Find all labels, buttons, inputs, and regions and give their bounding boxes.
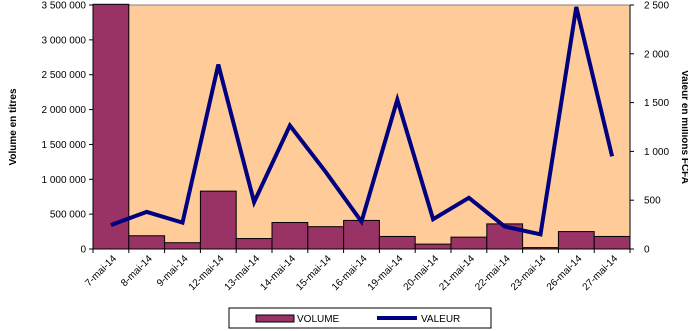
- x-tick-label: 26-mai-14: [545, 253, 585, 293]
- left-tick-label: 2 500 000: [42, 70, 87, 81]
- x-tick-label: 22-mai-14: [473, 253, 513, 293]
- plot-area: [92, 4, 631, 250]
- volume-bar: [128, 235, 166, 250]
- right-tick-label: 2 500: [644, 1, 669, 12]
- volume-bar: [414, 243, 452, 250]
- x-tick-label: 12-mai-14: [187, 253, 227, 293]
- volume-bars: [92, 3, 631, 250]
- left-tick-label: 3 000 000: [42, 35, 87, 46]
- left-tick-label: 1 500 000: [42, 140, 87, 151]
- x-tick-label: 16-mai-14: [330, 253, 370, 293]
- volume-bar: [557, 231, 595, 250]
- right-tick-label: 500: [644, 196, 661, 207]
- left-tick-label: 0: [80, 245, 86, 256]
- legend-volume-swatch: [255, 314, 295, 323]
- left-tick-label: 2 000 000: [42, 105, 87, 116]
- x-tick-label: 15-mai-14: [294, 253, 334, 293]
- legend-volume-label: VOLUME: [297, 314, 340, 325]
- x-tick-label: 8-mai-14: [119, 253, 155, 289]
- right-axis: 0 500 1 000 1 500 2 000 2 500: [629, 1, 669, 256]
- x-tick-label: 14-mai-14: [258, 253, 298, 293]
- left-axis: 0 500 000 1 000 000 1 500 000 2 000 000 2 500…: [42, 1, 94, 256]
- volume-bar: [378, 235, 416, 250]
- volume-bar: [235, 238, 273, 250]
- x-tick-label: 21-mai-14: [437, 253, 477, 293]
- left-axis-title: Volume en titres: [8, 88, 19, 165]
- legend: VOLUME VALEUR: [228, 307, 492, 329]
- right-axis-title: Valeur en millions FCFA: [679, 70, 688, 184]
- x-tick-label: 9-mai-14: [155, 253, 191, 289]
- volume-bar: [271, 222, 309, 250]
- right-tick-label: 0: [644, 245, 650, 256]
- legend-box: [228, 307, 492, 329]
- x-tick-label: 23-mai-14: [509, 253, 549, 293]
- right-tick-label: 1 000: [644, 147, 669, 158]
- left-tick-label: 500 000: [50, 210, 87, 221]
- x-tick-label: 13-mai-14: [223, 253, 263, 293]
- legend-valeur-label: VALEUR: [421, 314, 460, 325]
- valeur-line-layer: [110, 6, 615, 237]
- x-tick-label: 19-mai-14: [366, 253, 406, 293]
- volume-bar: [199, 190, 237, 250]
- left-tick-label: 3 500 000: [42, 1, 87, 12]
- x-tick-label: 20-mai-14: [402, 253, 442, 293]
- right-tick-label: 2 000: [644, 49, 669, 60]
- left-tick-label: 1 000 000: [42, 175, 87, 186]
- x-tick-label: 27-mai-14: [581, 253, 621, 293]
- volume-bar: [164, 242, 201, 250]
- volume-bar: [92, 3, 130, 250]
- x-tick-label: 7-mai-14: [83, 253, 119, 289]
- volume-bar: [450, 236, 488, 250]
- volume-bar: [307, 226, 345, 250]
- x-axis: 7-mai-14 8-mai-14 9-mai-1412-mai-1413-mai-…: [83, 248, 631, 293]
- right-tick-label: 1 500: [644, 98, 669, 109]
- volume-bar: [593, 235, 631, 250]
